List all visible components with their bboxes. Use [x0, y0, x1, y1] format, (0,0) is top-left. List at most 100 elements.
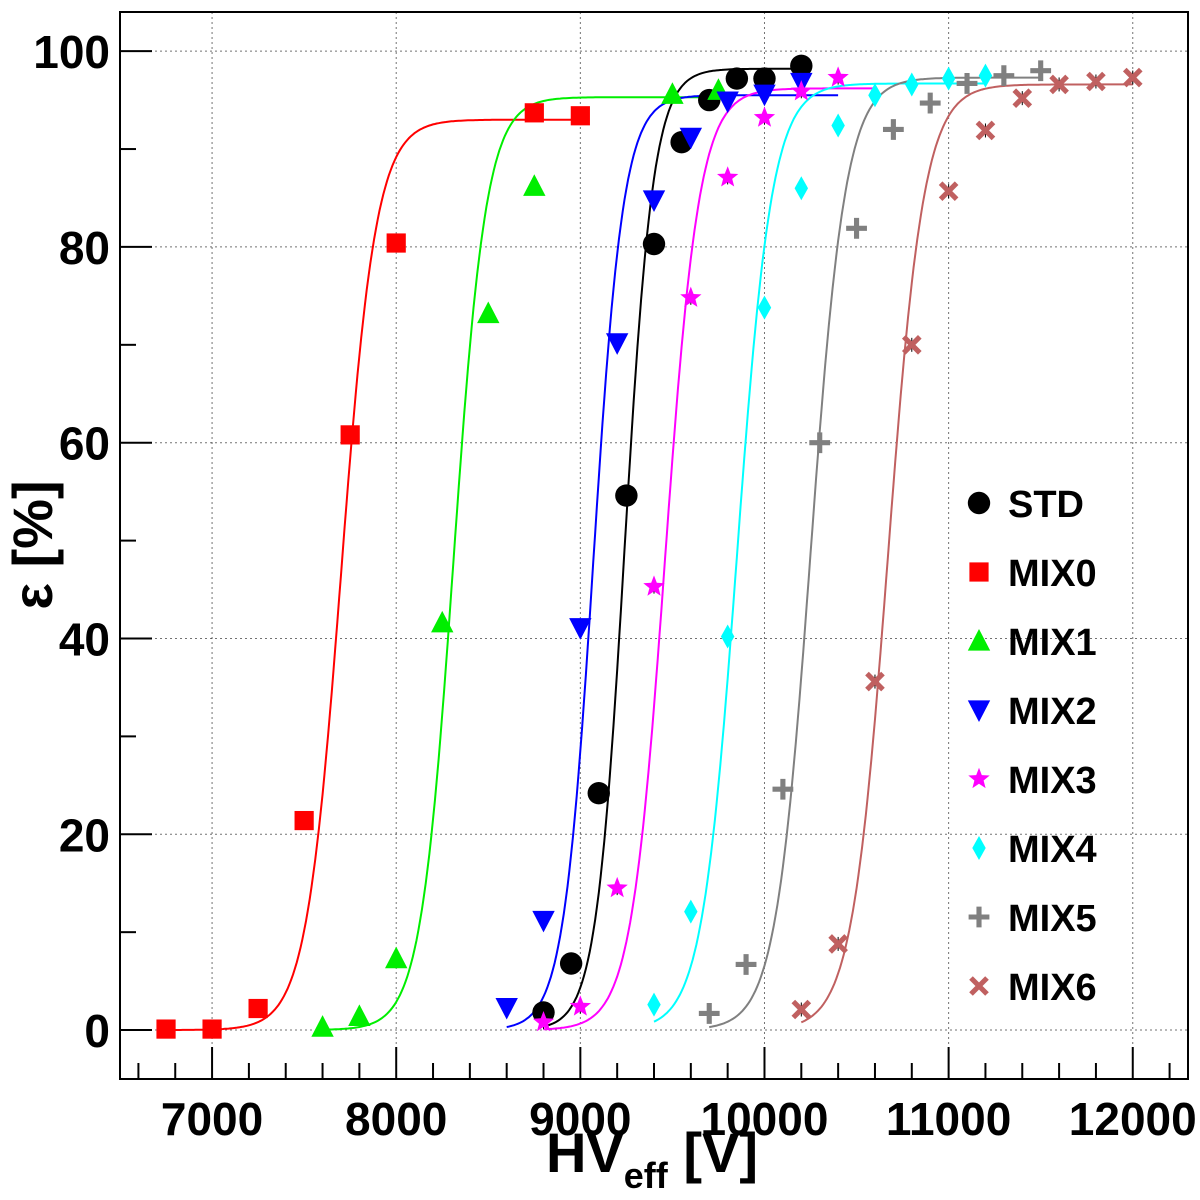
legend-label-mix6: MIX6: [1008, 967, 1097, 1009]
legend-label-mix5: MIX5: [1008, 898, 1097, 940]
point-mix0: [202, 1019, 222, 1039]
axes: 7000 8000 9000 10000 11000 12000 0 20 40 60 80 100: [33, 26, 1196, 1145]
x-tick-label: 12000: [1069, 1093, 1197, 1145]
point-mix4: [684, 899, 698, 924]
legend-marker-mix1: [967, 629, 991, 651]
point-mix0: [248, 998, 268, 1019]
point-mix6: [1012, 88, 1033, 108]
legend-label-std: STD: [1008, 484, 1084, 526]
x-tick-label: 11000: [886, 1093, 1011, 1145]
fit-curve-mix3: [543, 87, 875, 1031]
x-tick-label: 7000: [161, 1093, 263, 1145]
point-mix6: [1122, 67, 1143, 88]
point-mix3: [717, 166, 739, 187]
y-tick-label: 100: [33, 26, 110, 78]
point-mix3: [606, 876, 628, 898]
legend-label-mix4: MIX4: [1008, 829, 1097, 871]
point-mix4: [978, 63, 993, 88]
point-mix4: [794, 176, 809, 201]
point-mix4: [757, 295, 772, 320]
y-tick-label: 80: [59, 222, 110, 274]
y-tick-label: 20: [59, 809, 110, 861]
fit-curves: [166, 67, 1133, 1031]
fit-curve-mix1: [322, 96, 719, 1031]
point-mix5: [1030, 60, 1052, 82]
point-mix5: [698, 1003, 720, 1024]
legend-label-mix1: MIX1: [1008, 622, 1097, 664]
point-mix5: [919, 92, 941, 114]
point-mix1: [311, 1015, 334, 1037]
point-mix5: [993, 65, 1015, 87]
fit-curve-mix5: [709, 76, 1041, 1029]
fit-curve-mix0: [166, 118, 581, 1031]
point-mix2: [753, 84, 776, 107]
legend-marker-mix4: [972, 836, 986, 860]
point-mix5: [772, 778, 794, 800]
x-tick-label: 9000: [529, 1093, 631, 1145]
legend-marker-mix6: [969, 976, 989, 996]
legend-marker-std: [967, 491, 991, 515]
legend-label-mix3: MIX3: [1008, 760, 1097, 802]
legend: STD MIX0 MIX1 MIX2 MIX3 MIX4 MIX5 MIX6: [967, 484, 1097, 1009]
point-mix0: [156, 1019, 176, 1039]
legend-marker-mix0: [969, 562, 989, 582]
fit-curve-mix6: [800, 83, 1133, 1024]
x-axis-title-unit: [V]: [668, 1121, 758, 1184]
point-mix3: [569, 995, 591, 1016]
point-std: [615, 484, 638, 507]
x-tick-label: 8000: [345, 1093, 447, 1145]
point-mix1: [348, 1004, 371, 1026]
point-mix5: [956, 73, 978, 94]
fit-curve-mix4: [653, 82, 986, 1023]
point-std: [790, 54, 813, 78]
x-tick-label: 10000: [701, 1093, 829, 1145]
point-mix0: [340, 425, 360, 445]
legend-marker-mix2: [967, 700, 991, 722]
point-mix4: [647, 992, 661, 1017]
point-mix3: [790, 80, 812, 101]
point-mix5: [809, 432, 831, 454]
y-tick-label: 0: [84, 1005, 110, 1057]
y-tick-label: 60: [59, 418, 110, 470]
legend-marker-mix5: [968, 906, 990, 928]
point-mix0: [524, 103, 544, 123]
legend-marker-mix3: [968, 767, 990, 789]
point-mix1: [523, 174, 546, 196]
point-mix6: [1049, 74, 1069, 95]
x-axis-title-main: HV: [546, 1121, 624, 1184]
point-mix2: [532, 910, 555, 933]
point-mix2: [642, 190, 666, 212]
point-mix6: [1086, 71, 1106, 92]
point-std: [753, 67, 776, 90]
point-mix2: [679, 127, 703, 150]
y-tick-label: 40: [59, 613, 110, 665]
point-std: [587, 781, 610, 805]
point-mix2: [605, 333, 629, 355]
point-mix2: [716, 91, 739, 114]
point-mix4: [831, 113, 845, 138]
point-mix3: [680, 286, 702, 307]
point-std: [559, 952, 583, 975]
point-mix5: [735, 954, 757, 975]
point-mix2: [569, 618, 592, 640]
point-mix6: [828, 934, 848, 954]
point-std: [725, 67, 749, 90]
point-mix4: [868, 83, 882, 108]
point-mix0: [386, 233, 406, 253]
point-mix0: [294, 810, 314, 831]
grid: [120, 12, 1188, 1079]
legend-label-mix2: MIX2: [1008, 691, 1097, 733]
point-mix4: [720, 624, 735, 649]
point-mix6: [901, 335, 922, 355]
x-axis-title-sub: eff: [624, 1155, 669, 1196]
point-mix1: [661, 82, 684, 104]
point-mix6: [938, 181, 959, 201]
point-mix1: [385, 946, 408, 969]
point-mix6: [865, 671, 885, 692]
point-mix6: [791, 999, 812, 1020]
point-mix1: [431, 610, 454, 633]
fit-curve-std: [543, 67, 802, 1028]
point-std: [642, 232, 666, 256]
